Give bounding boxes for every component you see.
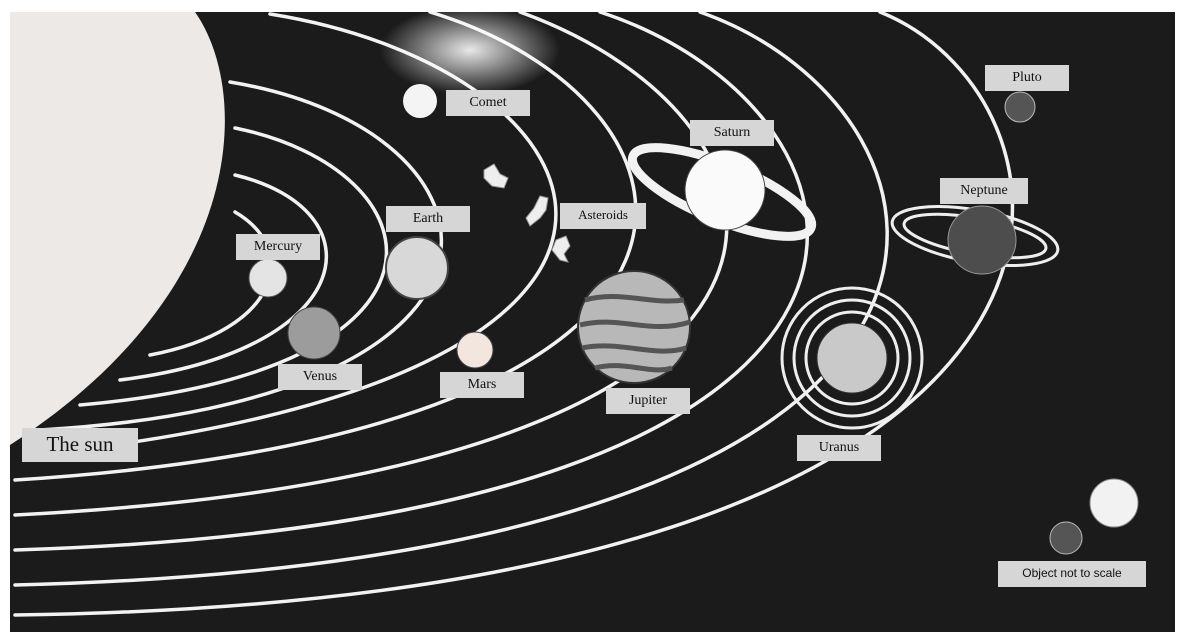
mars[interactable]	[457, 332, 493, 368]
label-text: Mercury	[254, 239, 302, 254]
comet[interactable]	[403, 84, 437, 118]
venus[interactable]	[288, 307, 340, 359]
neptune-label: Neptune	[940, 178, 1028, 204]
label-text: Asteroids	[578, 207, 628, 222]
label-text: Comet	[469, 95, 506, 110]
saturn-label: Saturn	[690, 120, 774, 146]
solar-system-diagram: The sun Mercury Venus Earth Mars Comet A…	[0, 0, 1185, 637]
jupiter[interactable]	[578, 271, 690, 383]
mercury[interactable]	[249, 259, 287, 297]
scale-object	[1050, 522, 1082, 554]
label-text: The sun	[46, 432, 114, 456]
scale-object	[1090, 479, 1138, 527]
earth[interactable]	[386, 237, 448, 299]
label-text: Saturn	[714, 125, 751, 140]
mars-label: Mars	[440, 372, 524, 398]
label-text: Neptune	[960, 183, 1007, 198]
label-text: Mars	[468, 377, 497, 392]
label-text: Pluto	[1012, 70, 1042, 85]
label-text: Uranus	[819, 440, 859, 455]
pluto[interactable]	[1005, 92, 1035, 122]
neptune-body	[948, 206, 1016, 274]
saturn-body	[685, 150, 765, 230]
comet-tail	[380, 5, 560, 95]
earth-label: Earth	[386, 206, 470, 232]
label-text: Jupiter	[629, 393, 667, 408]
comet-label: Comet	[446, 90, 530, 116]
jupiter-label: Jupiter	[606, 388, 690, 414]
mercury-label: Mercury	[236, 234, 320, 260]
note-text: Object not to scale	[1022, 566, 1122, 580]
label-text: Earth	[413, 211, 443, 226]
asteroids-label: Asteroids	[560, 203, 646, 229]
venus-label: Venus	[278, 364, 362, 390]
scale-note: Object not to scale	[998, 561, 1146, 587]
pluto-label: Pluto	[985, 65, 1069, 91]
uranus-body	[817, 323, 887, 393]
uranus-label: Uranus	[797, 435, 881, 461]
label-text: Venus	[303, 369, 337, 384]
sun-label: The sun	[22, 428, 138, 462]
